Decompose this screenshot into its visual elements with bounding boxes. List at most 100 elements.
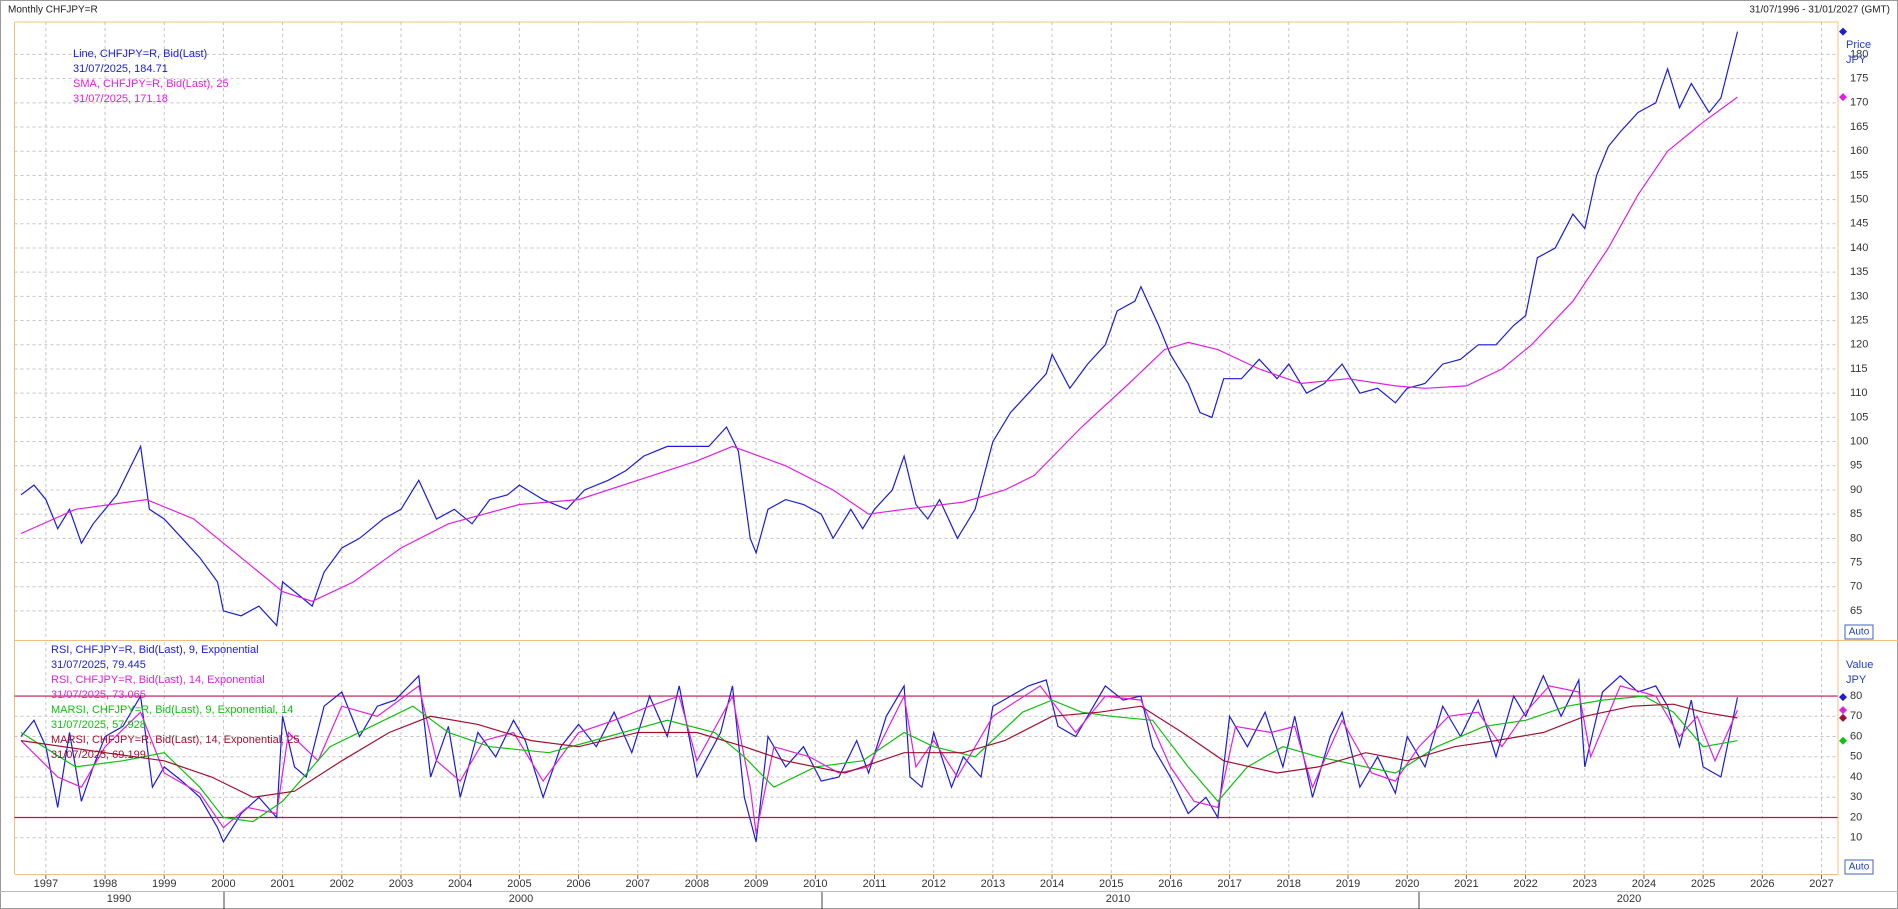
x-tick-label: 2006 (566, 878, 590, 890)
y-tick-label: 175 (1850, 73, 1868, 85)
axis-label: Price (1846, 39, 1871, 51)
y-tick-label: 130 (1850, 290, 1868, 302)
scale-button (1844, 624, 1874, 640)
axis-unit: JPY (1846, 54, 1867, 66)
legend-label: RSI, CHFJPY=R, Bid(Last), 9, Exponential (51, 644, 259, 656)
y-tick-label: 20 (1850, 811, 1862, 823)
x-tick-label: 2009 (744, 878, 768, 890)
y-tick-label: 180 (1850, 48, 1868, 60)
x-group-label: 1990 (107, 893, 131, 905)
legend-value: 31/07/2025, 184.71 (73, 63, 168, 75)
legend-value: 31/07/2025, 171.18 (73, 93, 168, 105)
y-tick-label: 30 (1850, 791, 1862, 803)
x-tick-label: 2023 (1573, 878, 1597, 890)
series-line (20, 684, 1739, 834)
last-value-marker (1839, 736, 1847, 745)
y-tick-label: 135 (1850, 266, 1868, 278)
x-tick-label: 1999 (152, 878, 176, 890)
legend-label: Line, CHFJPY=R, Bid(Last) (73, 48, 207, 60)
legend-value: 31/07/2025, 69.199 (51, 749, 146, 761)
y-tick-label: 100 (1850, 435, 1868, 447)
x-tick-label: 2000 (211, 878, 235, 890)
x-tick-label: 2012 (921, 878, 945, 890)
y-tick-label: 60 (1850, 730, 1862, 742)
y-tick-label: 10 (1850, 832, 1862, 844)
x-tick-label: 2024 (1632, 878, 1656, 890)
x-tick-label: 1997 (34, 878, 58, 890)
y-tick-label: 70 (1850, 581, 1862, 593)
y-tick-label: 165 (1850, 121, 1868, 133)
legend-label: RSI, CHFJPY=R, Bid(Last), 14, Exponentia… (51, 674, 265, 686)
x-tick-label: 2004 (448, 878, 472, 890)
x-tick-label: 2014 (1040, 878, 1064, 890)
y-tick-label: 170 (1850, 97, 1868, 109)
series-line (20, 96, 1738, 602)
y-tick-label: 70 (1850, 710, 1862, 722)
x-tick-label: 2015 (1099, 878, 1123, 890)
y-tick-label: 140 (1850, 242, 1868, 254)
x-tick-label: 2007 (626, 878, 650, 890)
y-tick-label: 65 (1850, 605, 1862, 617)
x-tick-label: 2026 (1750, 878, 1774, 890)
scale-mode: Auto (1849, 862, 1870, 873)
y-tick-label: 110 (1850, 387, 1868, 399)
date-range: 31/07/1996 - 31/01/2027 (GMT) (1749, 5, 1890, 16)
scale-button (1844, 859, 1874, 875)
y-tick-label: 120 (1850, 339, 1868, 351)
x-tick-label: 2018 (1277, 878, 1301, 890)
axis-label: Value (1846, 659, 1873, 671)
legend-value: 31/07/2025, 79.445 (51, 659, 146, 671)
x-tick-label: 2020 (1395, 878, 1419, 890)
last-value-marker (1839, 93, 1847, 102)
y-tick-label: 145 (1850, 218, 1868, 230)
x-tick-label: 2002 (330, 878, 354, 890)
last-value-marker (1839, 693, 1847, 702)
chart-title: Monthly CHFJPY=R (8, 5, 98, 16)
x-group-label: 2000 (509, 893, 533, 905)
y-tick-label: 160 (1850, 145, 1868, 157)
series-line (20, 695, 1738, 823)
x-tick-label: 2010 (803, 878, 827, 890)
y-tick-label: 90 (1850, 484, 1862, 496)
x-tick-label: 2017 (1217, 878, 1241, 890)
series-line (20, 31, 1739, 627)
x-tick-label: 2022 (1513, 878, 1537, 890)
y-tick-label: 95 (1850, 460, 1862, 472)
last-value-marker (1839, 27, 1847, 36)
x-tick-label: 2008 (685, 878, 709, 890)
x-tick-label: 2021 (1454, 878, 1478, 890)
last-value-marker (1839, 713, 1847, 722)
x-tick-label: 2011 (863, 878, 887, 890)
y-tick-label: 80 (1850, 690, 1862, 702)
legend-label: SMA, CHFJPY=R, Bid(Last), 25 (73, 78, 229, 90)
y-tick-label: 50 (1850, 751, 1862, 763)
y-tick-label: 115 (1850, 363, 1868, 375)
x-tick-label: 2013 (981, 878, 1005, 890)
x-tick-label: 2027 (1809, 878, 1833, 890)
series-line (20, 674, 1739, 844)
last-value-marker (1839, 706, 1847, 715)
legend-label: MARSI, CHFJPY=R, Bid(Last), 14, Exponent… (51, 734, 300, 746)
x-group-label: 2010 (1106, 893, 1130, 905)
y-tick-label: 105 (1850, 411, 1868, 423)
x-group-label: 2020 (1617, 893, 1641, 905)
x-tick-label: 1998 (93, 878, 117, 890)
y-tick-label: 125 (1850, 314, 1868, 326)
x-tick-label: 2003 (389, 878, 413, 890)
series-line (20, 703, 1738, 798)
x-tick-label: 2016 (1158, 878, 1182, 890)
x-tick-label: 2005 (507, 878, 531, 890)
y-tick-label: 150 (1850, 194, 1868, 206)
x-tick-label: 2019 (1336, 878, 1360, 890)
x-tick-label: 2001 (270, 878, 294, 890)
y-tick-label: 85 (1850, 508, 1862, 520)
legend-value: 31/07/2025, 73.065 (51, 689, 146, 701)
y-tick-label: 75 (1850, 556, 1862, 568)
x-tick-label: 2025 (1691, 878, 1715, 890)
y-tick-label: 80 (1850, 532, 1862, 544)
y-tick-label: 40 (1850, 771, 1862, 783)
y-tick-label: 155 (1850, 169, 1868, 181)
